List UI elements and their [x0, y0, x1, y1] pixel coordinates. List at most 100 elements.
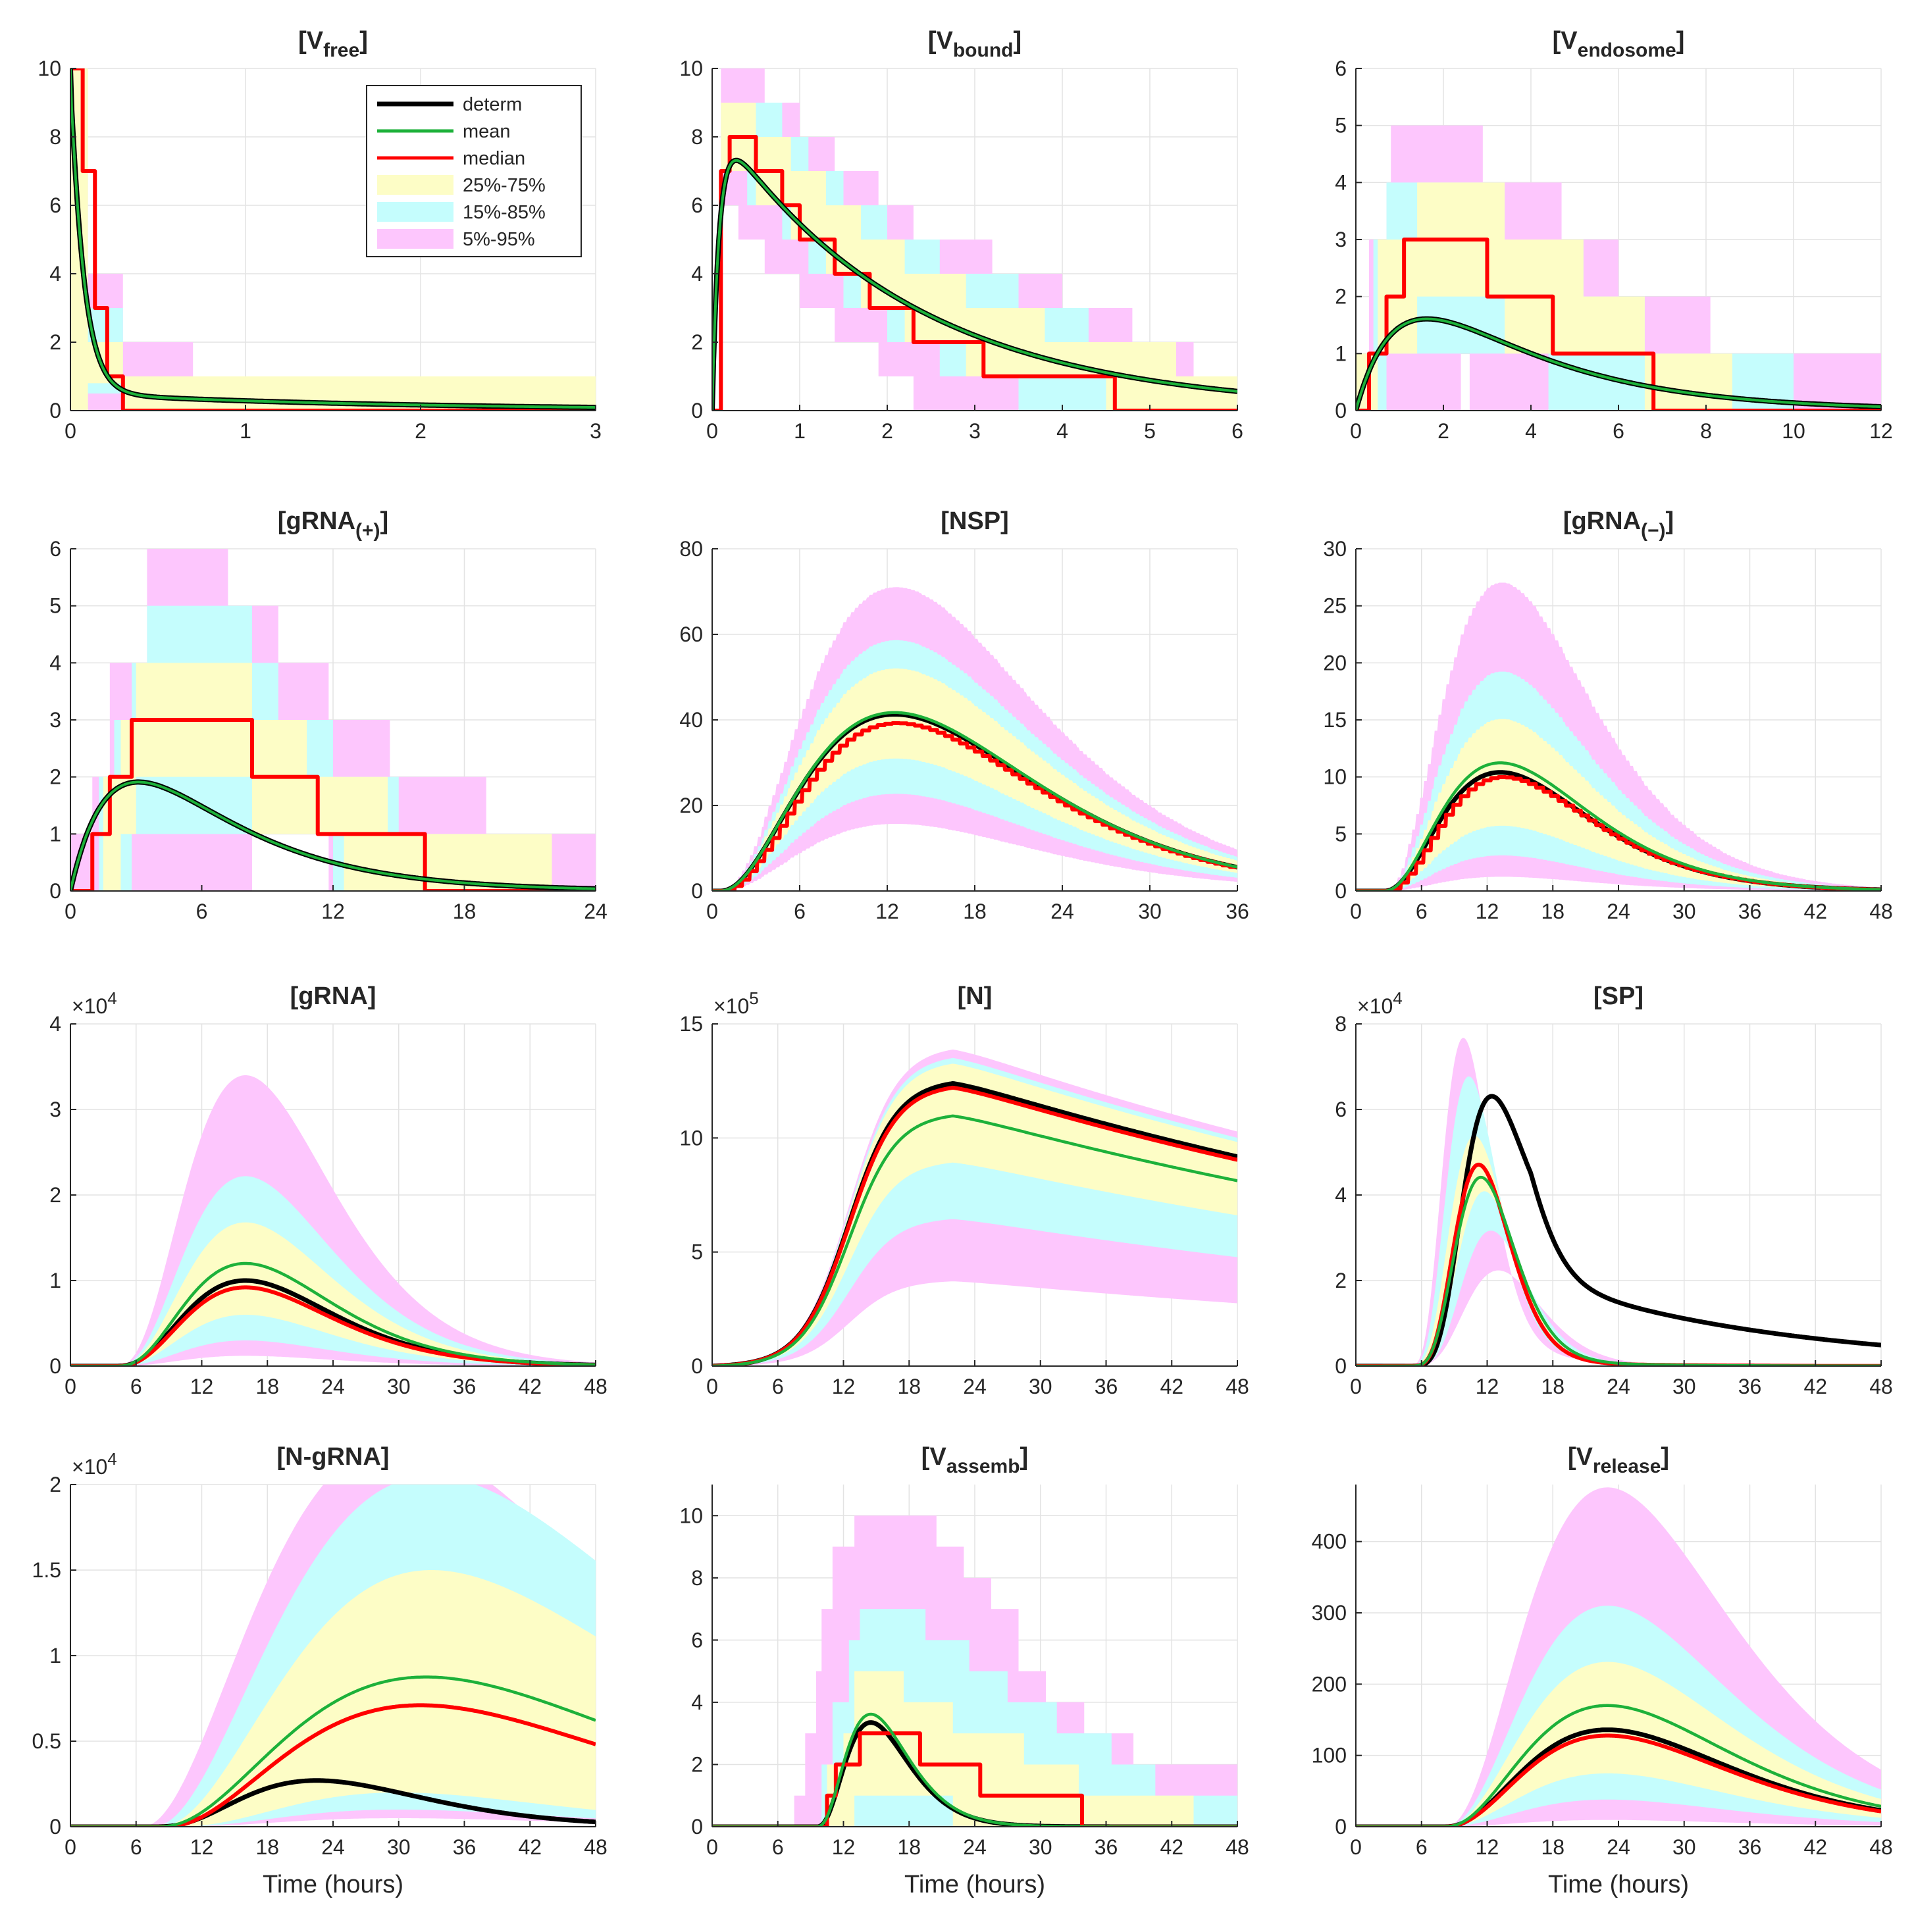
y-tick-label: 0: [49, 1815, 61, 1839]
x-axis-label: Time (hours): [1548, 1871, 1689, 1898]
band-inner: [70, 1222, 596, 1366]
y-tick-label: 20: [1323, 651, 1347, 674]
x-tick-label: 12: [1869, 419, 1893, 443]
x-tick-label: 6: [1416, 1835, 1428, 1859]
x-tick-label: 6: [1231, 419, 1243, 443]
y-tick-label: 0: [691, 879, 703, 903]
panel-title: [Vrelease]: [1568, 1443, 1669, 1477]
band-inner: [712, 668, 1237, 891]
plot-area: [1356, 582, 1881, 891]
y-tick-label: 0.5: [32, 1729, 61, 1753]
y-tick-label: 80: [679, 537, 703, 561]
y-tick-label: 0: [1335, 399, 1347, 422]
y-tick-label: 4: [1335, 170, 1347, 194]
series-determ: [70, 1778, 596, 1827]
panel-vfree: 0 1 2 3 0 2 4 6 8 10 [Vfree] determ mean median 25%-75…: [38, 27, 601, 443]
y-tick-label: 40: [679, 708, 703, 732]
x-tick-label: 36: [453, 1375, 477, 1398]
y-tick-label: 1: [49, 1269, 61, 1292]
x-tick-label: 0: [1350, 1835, 1362, 1859]
x-tick-label: 5: [1144, 419, 1156, 443]
y-tick-label: 5: [691, 1240, 703, 1264]
band-inner: [70, 1570, 596, 1827]
legend-label: 5%-95%: [463, 229, 535, 250]
x-tick-label: 0: [65, 419, 76, 443]
x-tick-label: 42: [1803, 1375, 1827, 1398]
panel-title: [Vbound]: [928, 27, 1022, 61]
x-tick-label: 4: [1056, 419, 1068, 443]
x-tick-label: 48: [584, 1375, 608, 1398]
y-tick-label: 10: [38, 57, 61, 80]
x-tick-label: 42: [518, 1375, 542, 1398]
panel-title: [N]: [958, 982, 993, 1010]
plot-area: [70, 68, 596, 411]
x-tick-label: 48: [584, 1835, 608, 1859]
y-tick-label: 4: [691, 1690, 703, 1714]
y-tick-label: 2: [49, 1183, 61, 1207]
x-tick-label: 6: [1613, 419, 1624, 443]
y-tick-label: 6: [691, 193, 703, 217]
x-tick-label: 0: [1350, 419, 1362, 443]
x-tick-label: 42: [1803, 900, 1827, 923]
x-tick-label: 24: [963, 1835, 987, 1859]
y-tick-label: 0: [49, 1354, 61, 1378]
x-tick-label: 42: [1160, 1375, 1183, 1398]
x-tick-label: 30: [1672, 900, 1696, 923]
x-tick-label: 18: [1541, 1375, 1565, 1398]
x-tick-label: 18: [1541, 1835, 1565, 1859]
x-tick-label: 30: [1029, 1835, 1052, 1859]
legend-label: median: [463, 148, 525, 169]
x-tick-label: 30: [1672, 1835, 1696, 1859]
x-tick-label: 12: [190, 1835, 214, 1859]
x-tick-label: 0: [706, 900, 718, 923]
x-tick-label: 3: [969, 419, 981, 443]
x-tick-label: 0: [65, 900, 76, 923]
x-tick-label: 48: [1226, 1835, 1249, 1859]
legend-label: 25%-75%: [463, 175, 546, 196]
x-tick-label: 3: [590, 419, 602, 443]
x-tick-label: 36: [1738, 1835, 1762, 1859]
x-tick-label: 24: [1607, 1835, 1630, 1859]
y-tick-label: 3: [49, 1098, 61, 1121]
x-tick-label: 0: [1350, 1375, 1362, 1398]
plot-area: [712, 1515, 1237, 1827]
panel-title: [gRNA(−)]: [1563, 507, 1674, 542]
panel-gRNAminus: 0 6 12 18 24 30 36 42 48 0 5 10 15 20 25 30 [gRNA(−)]: [1323, 507, 1892, 923]
x-tick-label: 2: [1437, 419, 1449, 443]
x-tick-label: 6: [772, 1375, 784, 1398]
legend-label: 15%-85%: [463, 202, 546, 223]
series-mean: [1356, 761, 1881, 891]
y-tick-label: 1.5: [32, 1558, 61, 1582]
legend-swatch-band: [377, 202, 453, 222]
x-tick-label: 48: [1869, 900, 1893, 923]
x-tick-label: 48: [1226, 1375, 1249, 1398]
x-tick-label: 42: [1160, 1835, 1183, 1859]
panel-title: [SP]: [1593, 982, 1643, 1010]
plot-area: [70, 1485, 596, 1827]
panel-vrelease: 0 6 12 18 24 30 36 42 48 0 100 200 300 400 [Vrelease] T…: [1312, 1443, 1893, 1898]
x-tick-label: 36: [1095, 1375, 1118, 1398]
x-tick-label: 6: [130, 1835, 142, 1859]
y-tick-label: 6: [49, 193, 61, 217]
x-tick-label: 36: [453, 1835, 477, 1859]
y-exponent-label: ×104: [72, 988, 117, 1018]
x-tick-label: 36: [1226, 900, 1249, 923]
series-median: [712, 721, 1237, 891]
y-tick-label: 100: [1312, 1744, 1347, 1767]
x-tick-label: 12: [832, 1835, 856, 1859]
x-tick-label: 24: [321, 1835, 345, 1859]
y-tick-label: 5: [1335, 114, 1347, 138]
y-tick-label: 300: [1312, 1601, 1347, 1625]
series-mean: [70, 1261, 596, 1366]
band-inner: [712, 103, 1237, 411]
x-tick-label: 4: [1525, 419, 1537, 443]
x-tick-label: 30: [1138, 900, 1162, 923]
x-tick-label: 24: [1050, 900, 1074, 923]
series-median: [712, 1085, 1237, 1366]
x-tick-label: 24: [321, 1375, 345, 1398]
band-mid: [712, 103, 1237, 411]
series-mean: [70, 68, 596, 409]
x-tick-label: 48: [1869, 1835, 1893, 1859]
